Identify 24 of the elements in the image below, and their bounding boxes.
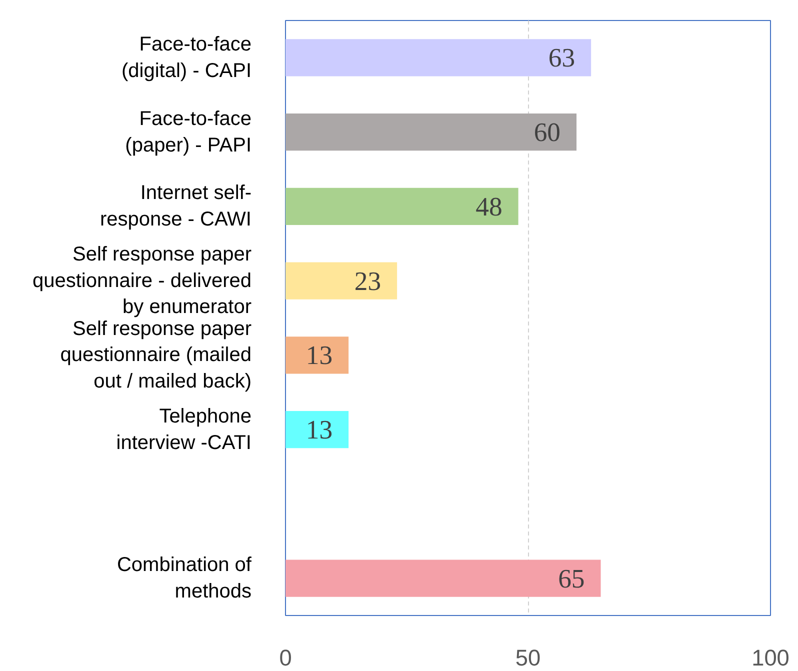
x-tick-label: 100 bbox=[752, 644, 790, 670]
data-label: 65 bbox=[558, 563, 585, 594]
data-label: 13 bbox=[306, 414, 333, 445]
y-tick-label: Internet self- response - CAWI bbox=[100, 182, 252, 231]
y-tick-label: Combination of methods bbox=[116, 554, 252, 603]
data-label: 23 bbox=[354, 266, 382, 296]
bar bbox=[286, 336, 349, 374]
y-tick-label: Face-to-face (paper) - PAPI bbox=[125, 108, 252, 156]
bar bbox=[286, 39, 592, 76]
y-tick-label: Self response paper questionnaire - delivered by enumerator bbox=[32, 243, 252, 318]
bar bbox=[286, 560, 601, 597]
data-label: 48 bbox=[476, 191, 502, 222]
bar bbox=[286, 188, 518, 226]
data-label: 60 bbox=[534, 117, 560, 148]
data-label: 63 bbox=[548, 42, 576, 73]
data-label: 13 bbox=[306, 340, 333, 370]
y-tick-label: Self response paper questionnaire (mailed out / mailed back) bbox=[60, 318, 252, 393]
bar bbox=[286, 410, 349, 448]
x-tick-label: 50 bbox=[515, 644, 541, 670]
y-tick-label: Face-to-face (digital) - CAPI bbox=[121, 33, 252, 82]
bar bbox=[286, 262, 398, 300]
bar bbox=[286, 113, 576, 151]
y-tick-label: Telephone interview -CATI bbox=[116, 405, 252, 454]
x-tick-label: 0 bbox=[279, 644, 292, 670]
